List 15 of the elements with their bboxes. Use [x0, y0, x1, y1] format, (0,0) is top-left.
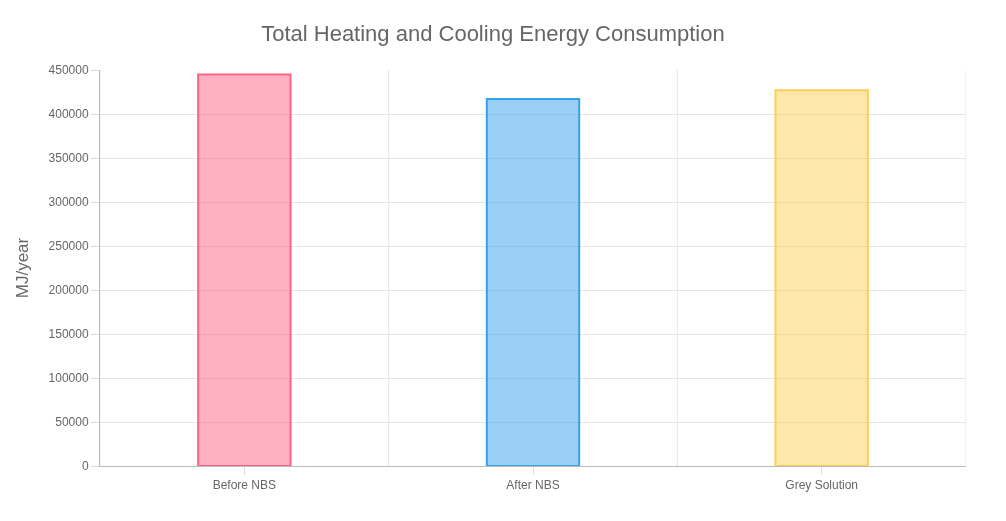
- y-tick-label: 50000: [55, 415, 89, 430]
- y-tick-label: 150000: [48, 327, 89, 342]
- y-tick-label: 300000: [48, 195, 89, 210]
- chart-title: Total Heating and Cooling Energy Consumption: [261, 21, 725, 47]
- y-tick-label: 400000: [48, 107, 89, 122]
- y-tick-label: 350000: [48, 151, 89, 166]
- y-tick-label: 0: [81, 459, 89, 474]
- y-axis-title: MJ/year: [13, 237, 33, 299]
- y-tick-label: 200000: [48, 283, 89, 298]
- x-tick-label: After NBS: [506, 478, 560, 493]
- x-tick-label: Grey Solution: [785, 478, 859, 493]
- x-tick-label: Before NBS: [212, 478, 277, 493]
- y-tick-label: 250000: [48, 239, 89, 254]
- y-tick-label: 100000: [48, 371, 89, 386]
- y-tick-label: 450000: [48, 63, 89, 78]
